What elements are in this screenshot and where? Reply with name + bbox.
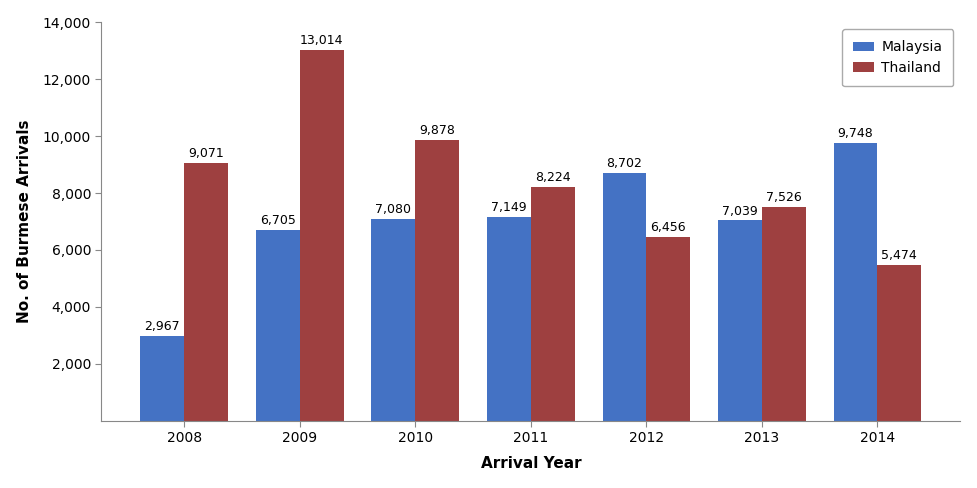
Bar	[877, 265, 921, 421]
Text: 13,014: 13,014	[300, 34, 344, 47]
Text: 6,456: 6,456	[651, 221, 686, 234]
Text: 2,967: 2,967	[145, 321, 180, 333]
Text: 9,071: 9,071	[189, 147, 224, 160]
Text: 6,705: 6,705	[260, 214, 296, 227]
Bar	[531, 186, 574, 421]
Legend: Malaysia, Thailand: Malaysia, Thailand	[842, 29, 954, 86]
Bar	[415, 140, 459, 421]
Bar	[833, 143, 877, 421]
Text: 7,039: 7,039	[722, 204, 758, 218]
Text: 7,080: 7,080	[375, 203, 411, 216]
Bar	[487, 217, 531, 421]
Bar	[141, 336, 185, 421]
Y-axis label: No. of Burmese Arrivals: No. of Burmese Arrivals	[17, 120, 31, 323]
X-axis label: Arrival Year: Arrival Year	[481, 456, 581, 471]
Bar	[603, 173, 647, 421]
Text: 5,474: 5,474	[881, 249, 917, 262]
Bar	[256, 230, 300, 421]
Bar	[647, 237, 691, 421]
Text: 9,878: 9,878	[419, 123, 455, 137]
Bar	[371, 219, 415, 421]
Bar	[762, 206, 806, 421]
Text: 7,149: 7,149	[491, 202, 527, 214]
Text: 8,702: 8,702	[607, 157, 643, 170]
Bar	[185, 163, 229, 421]
Text: 8,224: 8,224	[535, 171, 571, 184]
Text: 9,748: 9,748	[837, 127, 873, 141]
Text: 7,526: 7,526	[766, 191, 802, 203]
Bar	[718, 221, 762, 421]
Bar	[300, 50, 344, 421]
